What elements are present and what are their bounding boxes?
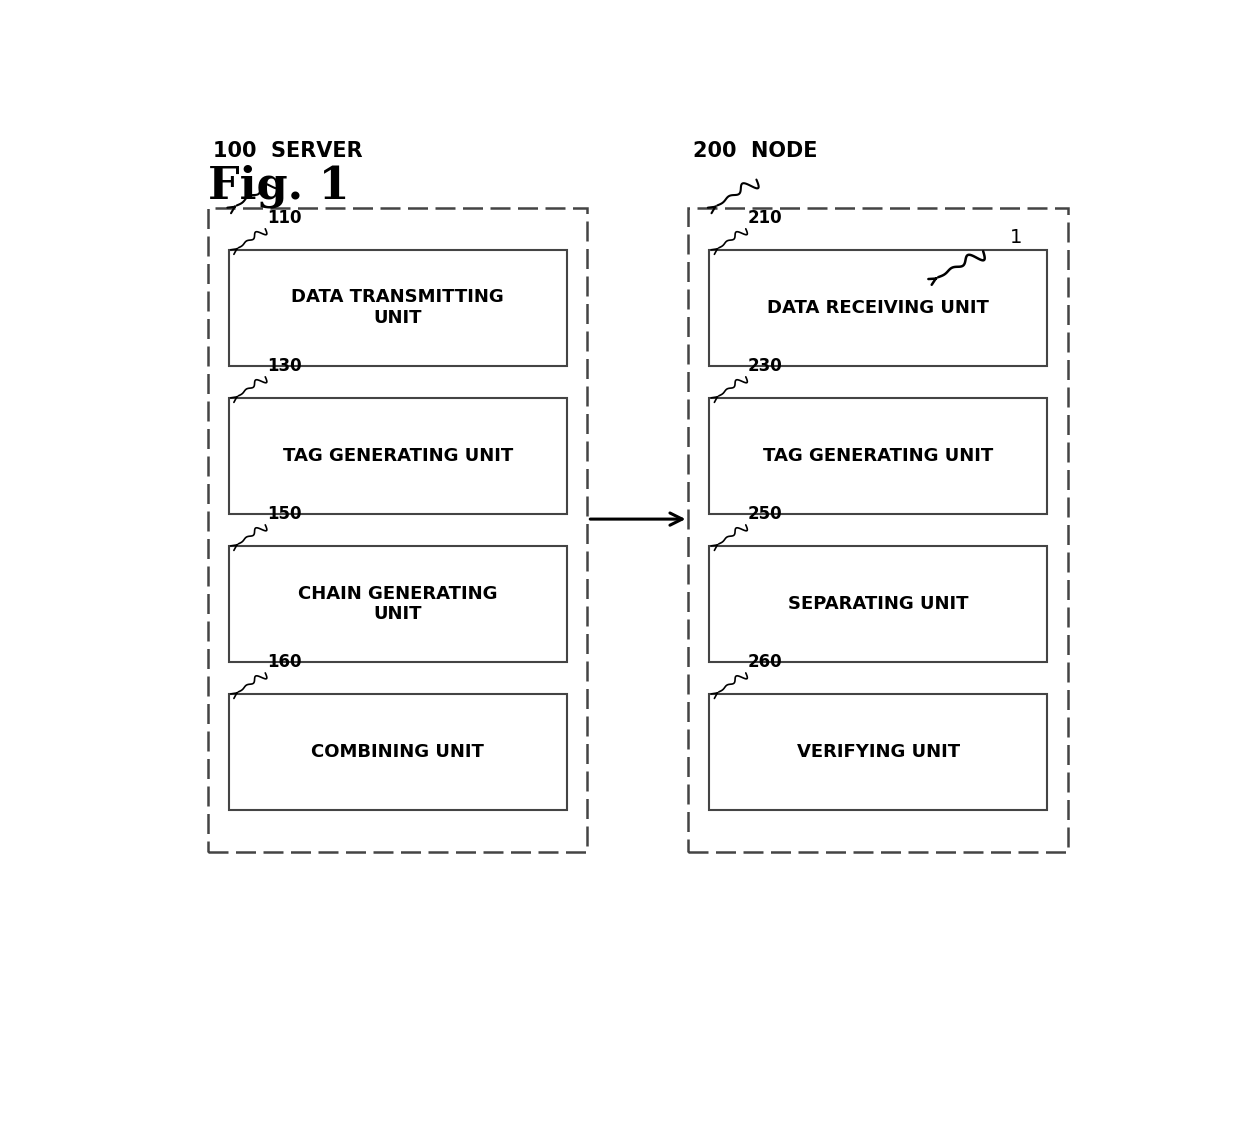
- Text: TAG GENERATING UNIT: TAG GENERATING UNIT: [283, 447, 513, 465]
- Text: VERIFYING UNIT: VERIFYING UNIT: [796, 743, 960, 761]
- Text: DATA TRANSMITTING
UNIT: DATA TRANSMITTING UNIT: [291, 288, 503, 328]
- Bar: [228, 693, 567, 810]
- Text: Fig. 1: Fig. 1: [208, 165, 350, 209]
- Bar: [228, 249, 567, 366]
- Text: 260: 260: [748, 653, 782, 671]
- Text: DATA RECEIVING UNIT: DATA RECEIVING UNIT: [768, 298, 990, 316]
- Text: 210: 210: [748, 209, 782, 227]
- Text: 130: 130: [267, 357, 301, 375]
- Text: 160: 160: [267, 653, 301, 671]
- Bar: [709, 249, 1047, 366]
- Text: TAG GENERATING UNIT: TAG GENERATING UNIT: [763, 447, 993, 465]
- Text: 150: 150: [267, 505, 301, 523]
- Text: 110: 110: [267, 209, 301, 227]
- Bar: [709, 693, 1047, 810]
- Text: 200  NODE: 200 NODE: [693, 140, 817, 160]
- Bar: [228, 397, 567, 514]
- Text: SEPARATING UNIT: SEPARATING UNIT: [787, 595, 968, 613]
- Text: 230: 230: [748, 357, 782, 375]
- Bar: [709, 545, 1047, 662]
- Bar: [709, 397, 1047, 514]
- Text: CHAIN GENERATING
UNIT: CHAIN GENERATING UNIT: [298, 585, 497, 624]
- Text: 100  SERVER: 100 SERVER: [213, 140, 362, 160]
- Bar: [688, 208, 1068, 852]
- Bar: [208, 208, 588, 852]
- Bar: [228, 545, 567, 662]
- Text: 1: 1: [1011, 228, 1023, 247]
- Text: COMBINING UNIT: COMBINING UNIT: [311, 743, 484, 761]
- Text: 250: 250: [748, 505, 782, 523]
